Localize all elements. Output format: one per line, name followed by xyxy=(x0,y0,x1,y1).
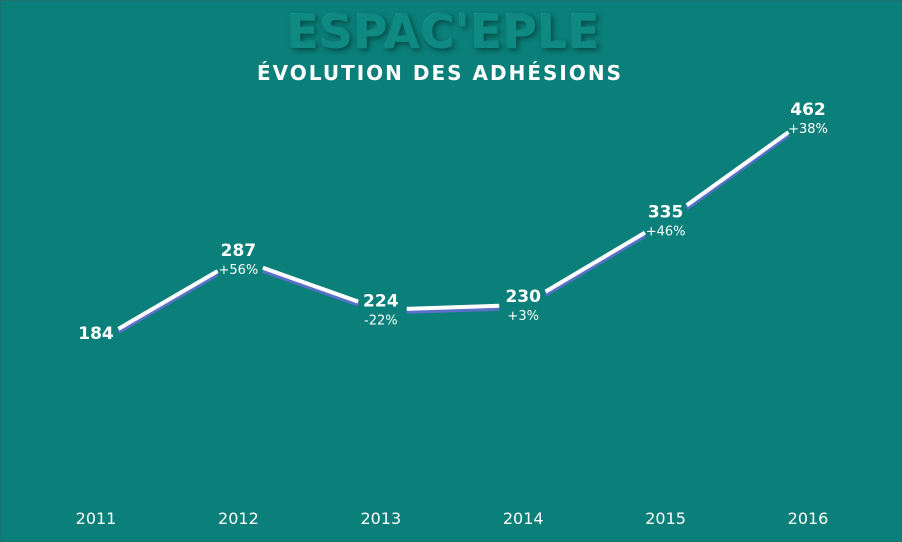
x-tick-label-2012: 2012 xyxy=(218,509,259,528)
value-label-2015: 335 xyxy=(648,202,684,222)
x-tick-label-2016: 2016 xyxy=(788,509,829,528)
value-label-2014: 230 xyxy=(505,287,541,307)
series-segment-shadow xyxy=(117,272,219,334)
series-segment xyxy=(117,269,219,331)
series-segment xyxy=(544,230,646,294)
change-label-2014: +3% xyxy=(507,309,539,324)
series-segment xyxy=(406,303,500,311)
brand-logo: ESPAC'EPLE xyxy=(287,5,601,59)
series-segment xyxy=(262,265,359,304)
series-segment-shadow xyxy=(406,306,500,314)
change-label-2013: -22% xyxy=(364,314,398,329)
series-segment-shadow xyxy=(685,133,790,210)
value-label-2016: 462 xyxy=(790,100,826,120)
x-tick-label-2015: 2015 xyxy=(645,509,686,528)
chart-title: ÉVOLUTION DES ADHÉSIONS xyxy=(257,61,623,85)
series-segment-shadow xyxy=(262,268,359,307)
change-label-2015: +46% xyxy=(646,224,686,239)
value-label-2012: 287 xyxy=(221,241,257,261)
x-tick-label-2014: 2014 xyxy=(503,509,544,528)
series-segment xyxy=(685,130,790,207)
change-label-2012: +56% xyxy=(219,263,259,278)
change-label-2016: +38% xyxy=(788,122,828,137)
series-segment-shadow xyxy=(544,233,646,297)
x-tick-label-2011: 2011 xyxy=(76,509,117,528)
value-label-2011: 184 xyxy=(78,324,114,344)
x-tick-label-2013: 2013 xyxy=(360,509,401,528)
value-label-2013: 224 xyxy=(363,292,399,312)
